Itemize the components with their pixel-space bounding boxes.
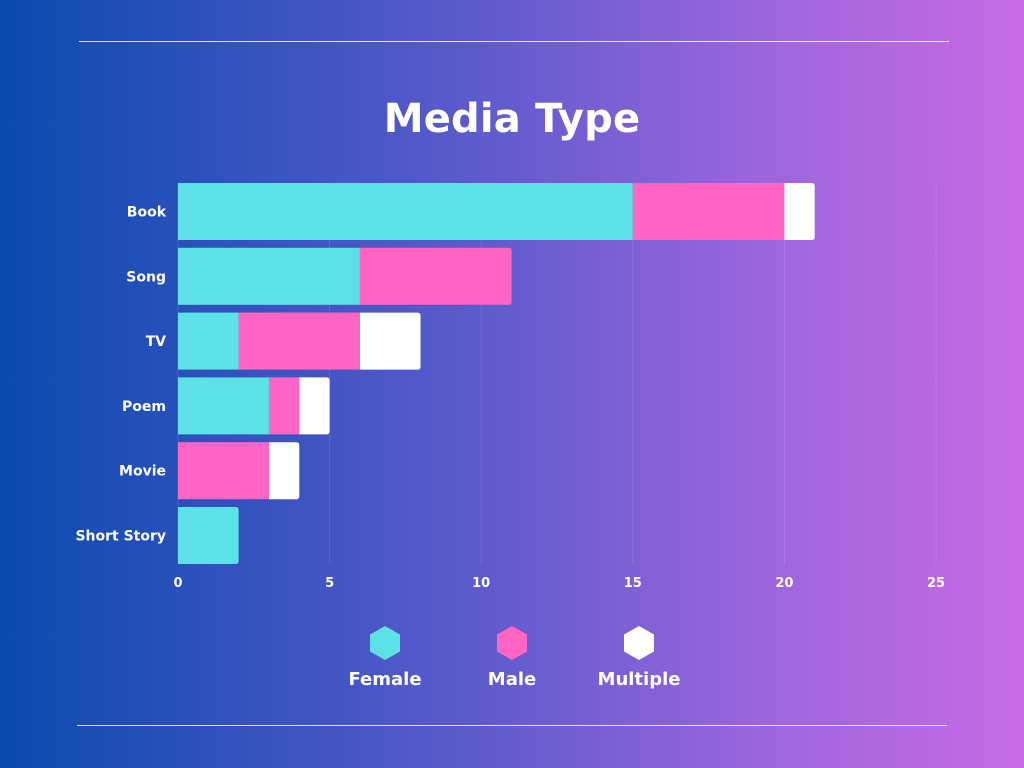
bar-book-female	[178, 183, 633, 240]
bar-poem-multiple	[299, 377, 330, 435]
x-tick-label-15: 15	[624, 576, 642, 591]
legend-item-male: Male	[457, 626, 567, 690]
legend-label-male: Male	[487, 669, 537, 690]
x-tick-label-5: 5	[325, 576, 334, 591]
bar-movie-male	[178, 442, 269, 500]
bar-book-multiple	[784, 183, 815, 240]
category-label-movie: Movie	[119, 464, 166, 480]
x-tick-label-20: 20	[775, 576, 793, 591]
x-tick-label-0: 0	[173, 576, 182, 591]
x-axis-ticks: 0 5 10 15 20 25	[173, 576, 945, 591]
grid-lines	[177, 183, 937, 564]
legend-swatch-male	[497, 626, 527, 660]
category-label-tv: TV	[146, 334, 167, 350]
bar-book-male	[632, 183, 785, 240]
bar-poem-female	[178, 377, 269, 435]
bar-movie-multiple	[268, 442, 300, 500]
category-label-book: Book	[127, 205, 167, 221]
category-label-poem: Poem	[122, 399, 166, 415]
legend-label-multiple: Multiple	[597, 669, 681, 690]
category-label-short-story: Short Story	[75, 529, 166, 545]
legend: Female Male Multiple	[330, 626, 694, 690]
x-tick-label-25: 25	[927, 576, 945, 591]
bar-song-female	[178, 247, 360, 305]
bar-poem-male	[268, 377, 300, 435]
category-label-song: Song	[126, 269, 166, 285]
bar-song-male	[359, 247, 512, 305]
legend-swatch-multiple	[624, 626, 654, 660]
category-labels: Book Song TV Poem Movie Short Story	[75, 205, 166, 545]
legend-label-female: Female	[348, 669, 422, 690]
legend-item-multiple: Multiple	[584, 626, 694, 690]
x-tick-label-10: 10	[472, 576, 490, 591]
bar-tv-multiple	[359, 312, 421, 370]
bars	[178, 183, 815, 564]
bar-tv-male	[238, 312, 360, 370]
legend-item-female: Female	[330, 626, 440, 690]
top-divider	[79, 41, 949, 42]
bottom-divider	[77, 725, 947, 726]
bar-short-story-female	[178, 507, 239, 564]
bar-tv-female	[178, 312, 239, 370]
legend-swatch-female	[370, 626, 400, 660]
chart-title: Media Type	[383, 96, 641, 142]
